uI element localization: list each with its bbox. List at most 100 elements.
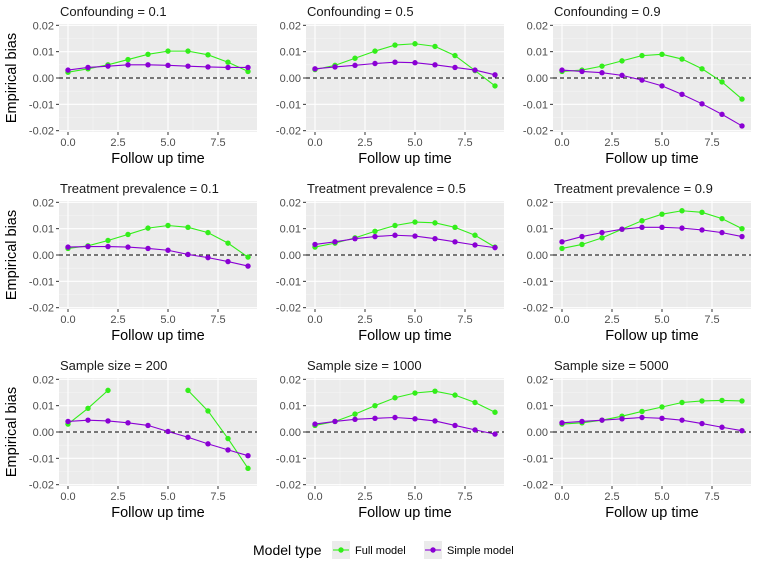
y-tick-label: -0.01: [523, 453, 548, 465]
y-tick-label: -0.02: [29, 480, 54, 492]
y-tick-label: 0.01: [527, 224, 548, 236]
legend-label: Simple model: [447, 545, 514, 557]
data-point-simple-model: [659, 415, 665, 422]
facet-title: Sample size = 1000: [307, 358, 422, 373]
data-point-simple-model: [372, 233, 378, 240]
series-line-simple-model: [67, 246, 249, 267]
x-tick-label: 7.5: [704, 314, 719, 326]
x-axis-title: Follow up time: [111, 328, 204, 344]
data-point-simple-model: [452, 64, 458, 71]
data-point-simple-model: [719, 111, 725, 118]
x-tick-label: 5.0: [407, 137, 422, 149]
series-line-full-model: [187, 389, 249, 469]
data-point-simple-model: [579, 418, 585, 425]
data-point-simple-model: [639, 414, 645, 421]
y-tick-label: 0.00: [527, 73, 548, 85]
data-point-simple-model: [559, 67, 565, 73]
x-tick-label: 0.0: [60, 137, 75, 149]
data-point-simple-model: [312, 66, 318, 72]
data-point-simple-model: [579, 233, 585, 240]
data-point-simple-model: [599, 70, 605, 76]
data-point-simple-model: [245, 64, 251, 71]
series-line-full-model: [561, 53, 743, 100]
y-tick-label: 0.02: [33, 20, 54, 32]
data-point-simple-model: [412, 233, 418, 239]
data-point-simple-model: [85, 417, 91, 423]
data-point-simple-model: [245, 453, 251, 459]
data-point-simple-model: [65, 67, 71, 73]
data-point-simple-model: [125, 62, 131, 68]
data-point-simple-model: [579, 68, 585, 75]
data-point-full-model: [352, 411, 358, 417]
data-point-full-model: [619, 58, 625, 64]
data-point-simple-model: [432, 62, 438, 68]
data-point-simple-model: [352, 235, 358, 242]
x-tick-label: 2.5: [357, 491, 372, 503]
data-point-simple-model: [125, 420, 131, 426]
data-point-simple-model: [679, 225, 685, 231]
data-point-simple-model: [599, 229, 605, 236]
data-point-full-model: [392, 395, 398, 401]
data-point-simple-model: [739, 233, 745, 240]
data-point-simple-model: [165, 62, 171, 69]
series-line-full-model: [314, 390, 496, 426]
series-line-simple-model: [561, 416, 743, 432]
data-point-full-model: [639, 52, 645, 59]
y-tick-label: 0.00: [280, 250, 301, 262]
x-tick-label: 7.5: [704, 137, 719, 149]
data-point-full-model: [639, 218, 645, 224]
data-point-full-model: [452, 224, 458, 231]
x-tick-label: 2.5: [110, 491, 125, 503]
y-tick-label: 0.00: [280, 73, 301, 85]
data-point-simple-model: [205, 254, 211, 261]
data-point-simple-model: [619, 416, 625, 422]
data-point-full-model: [165, 48, 171, 54]
y-tick-label: 0.02: [33, 374, 54, 386]
x-tick-label: 7.5: [210, 137, 225, 149]
data-point-full-model: [392, 42, 398, 48]
data-point-simple-model: [85, 64, 91, 71]
x-tick-label: 7.5: [457, 314, 472, 326]
data-point-full-model: [719, 215, 725, 222]
data-point-full-model: [185, 224, 191, 231]
data-point-simple-model: [492, 431, 498, 437]
data-point-simple-model: [65, 244, 71, 250]
y-tick-label: -0.01: [523, 276, 548, 288]
data-point-simple-model: [312, 421, 318, 427]
y-tick-label: -0.02: [523, 126, 548, 138]
data-point-full-model: [392, 222, 398, 229]
x-axis-title: Follow up time: [605, 505, 698, 521]
y-tick-label: -0.02: [276, 480, 301, 492]
x-tick-label: 0.0: [60, 314, 75, 326]
facet-title: Confounding = 0.9: [554, 4, 661, 19]
facet-title: Treatment prevalence = 0.1: [60, 181, 219, 196]
x-tick-label: 5.0: [160, 137, 175, 149]
x-tick-label: 0.0: [554, 137, 569, 149]
data-point-full-model: [372, 48, 378, 54]
data-point-full-model: [205, 408, 211, 414]
y-tick-label: 0.00: [527, 427, 548, 439]
data-point-simple-model: [245, 263, 251, 269]
data-point-full-model: [719, 397, 725, 404]
x-tick-label: 2.5: [604, 314, 619, 326]
data-point-simple-model: [432, 418, 438, 424]
data-point-simple-model: [392, 414, 398, 421]
y-tick-label: -0.01: [276, 276, 301, 288]
legend-key-point: [430, 547, 436, 553]
x-tick-label: 5.0: [654, 314, 669, 326]
x-tick-label: 7.5: [210, 491, 225, 503]
y-tick-label: -0.02: [523, 303, 548, 315]
x-tick-label: 7.5: [704, 491, 719, 503]
data-point-full-model: [699, 66, 705, 72]
data-point-full-model: [472, 232, 478, 238]
y-tick-label: 0.00: [280, 427, 301, 439]
y-tick-label: 0.02: [280, 197, 301, 209]
data-point-simple-model: [699, 101, 705, 107]
data-point-simple-model: [472, 242, 478, 248]
data-point-full-model: [659, 404, 665, 410]
x-axis-title: Follow up time: [111, 505, 204, 521]
data-point-full-model: [432, 43, 438, 50]
x-tick-label: 0.0: [60, 491, 75, 503]
data-point-full-model: [165, 222, 171, 229]
x-axis-title: Follow up time: [358, 328, 451, 344]
